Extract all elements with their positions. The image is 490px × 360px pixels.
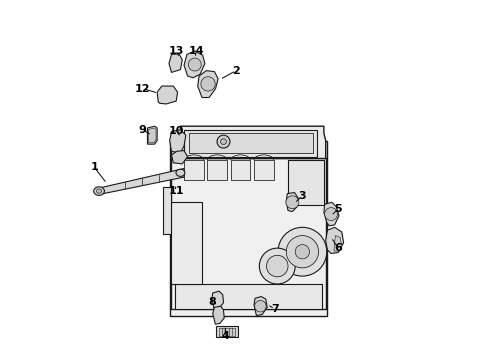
Polygon shape: [172, 150, 188, 164]
Ellipse shape: [94, 187, 104, 195]
Polygon shape: [100, 168, 184, 194]
Text: 3: 3: [298, 191, 305, 201]
Polygon shape: [172, 126, 326, 158]
Polygon shape: [288, 160, 324, 205]
Polygon shape: [286, 193, 298, 212]
Polygon shape: [212, 291, 223, 309]
Polygon shape: [254, 297, 267, 316]
Polygon shape: [254, 160, 274, 180]
Circle shape: [220, 139, 226, 144]
Polygon shape: [207, 160, 227, 180]
Circle shape: [324, 208, 338, 221]
Polygon shape: [172, 158, 326, 309]
Ellipse shape: [97, 189, 101, 193]
Text: 11: 11: [169, 186, 184, 197]
Polygon shape: [170, 140, 327, 316]
Polygon shape: [148, 128, 156, 143]
Polygon shape: [163, 187, 172, 234]
Text: 12: 12: [135, 84, 150, 94]
Polygon shape: [184, 160, 204, 180]
Circle shape: [259, 248, 295, 284]
Circle shape: [217, 135, 230, 148]
Polygon shape: [334, 235, 342, 251]
Polygon shape: [170, 130, 186, 153]
Circle shape: [278, 227, 327, 276]
Polygon shape: [172, 202, 202, 284]
Polygon shape: [197, 71, 218, 98]
Polygon shape: [324, 202, 339, 226]
Circle shape: [286, 196, 299, 209]
Text: 9: 9: [139, 125, 147, 135]
Text: 1: 1: [91, 162, 98, 172]
Text: 10: 10: [169, 126, 185, 135]
Polygon shape: [326, 227, 343, 253]
Text: 6: 6: [334, 243, 342, 253]
Polygon shape: [184, 51, 205, 78]
Text: 5: 5: [335, 204, 342, 214]
Polygon shape: [169, 54, 182, 72]
Circle shape: [295, 244, 310, 259]
Polygon shape: [157, 86, 177, 104]
Circle shape: [188, 58, 201, 71]
Polygon shape: [219, 328, 235, 336]
Text: 13: 13: [169, 46, 184, 56]
Circle shape: [255, 301, 266, 312]
Polygon shape: [184, 130, 317, 157]
Polygon shape: [213, 306, 224, 324]
Text: 8: 8: [208, 297, 216, 307]
Circle shape: [201, 77, 215, 91]
Polygon shape: [147, 126, 157, 144]
Text: 7: 7: [271, 304, 279, 314]
Ellipse shape: [176, 169, 185, 176]
Polygon shape: [175, 284, 322, 309]
Polygon shape: [216, 326, 238, 337]
Circle shape: [286, 235, 318, 268]
Polygon shape: [190, 134, 313, 153]
Text: 14: 14: [189, 46, 204, 56]
Polygon shape: [231, 160, 250, 180]
Text: 2: 2: [232, 66, 240, 76]
Text: 4: 4: [221, 331, 229, 341]
Circle shape: [267, 255, 288, 277]
